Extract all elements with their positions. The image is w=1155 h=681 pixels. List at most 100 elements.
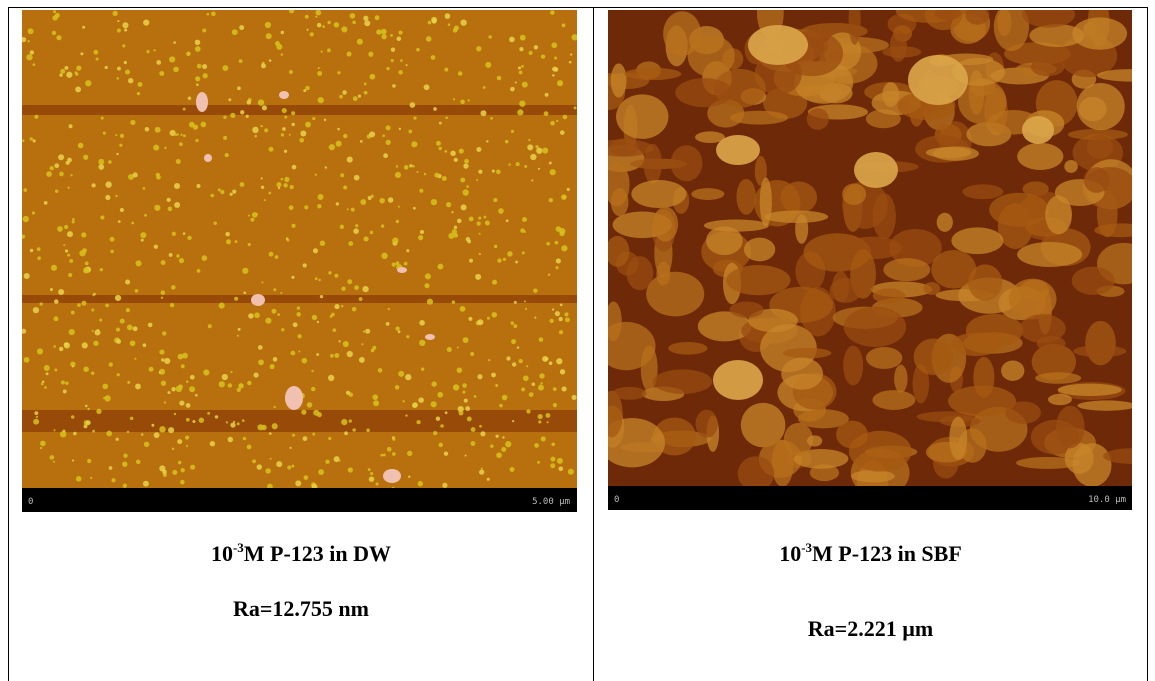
texture	[296, 312, 301, 317]
texture	[807, 108, 829, 130]
texture	[311, 387, 315, 391]
texture	[202, 29, 206, 33]
texture	[55, 190, 58, 193]
texture	[448, 233, 454, 239]
texture	[340, 225, 344, 229]
texture	[351, 208, 355, 212]
texture	[890, 31, 907, 62]
texture	[407, 451, 412, 456]
texture	[1064, 160, 1078, 173]
texture	[240, 110, 244, 114]
texture	[973, 357, 994, 398]
texture	[523, 375, 529, 381]
texture	[368, 468, 371, 471]
texture	[125, 70, 130, 75]
texture	[64, 342, 70, 348]
texture	[117, 20, 119, 22]
texture	[506, 219, 509, 222]
texture	[807, 435, 822, 446]
texture	[82, 248, 87, 253]
texture	[105, 181, 111, 187]
texture	[247, 100, 252, 105]
texture	[341, 287, 345, 291]
texture	[219, 381, 225, 387]
texture	[124, 61, 127, 64]
texture	[364, 91, 368, 95]
texture	[317, 204, 321, 208]
texture	[346, 391, 350, 395]
texture	[1072, 17, 1127, 49]
texture	[148, 323, 153, 328]
texture	[554, 56, 557, 59]
texture	[189, 386, 195, 392]
texture	[353, 228, 359, 234]
texture	[611, 188, 629, 216]
texture	[1031, 58, 1065, 76]
roughness: Ra=12.755 nm	[9, 596, 593, 622]
texture	[53, 316, 58, 321]
texture	[315, 10, 321, 15]
texture	[370, 472, 373, 475]
texture	[317, 321, 319, 323]
texture	[453, 98, 455, 100]
texture	[359, 297, 363, 301]
texture	[275, 255, 279, 259]
texture	[530, 154, 536, 160]
texture	[211, 11, 216, 16]
texture	[509, 37, 515, 43]
texture	[33, 307, 39, 313]
texture	[555, 311, 560, 316]
texture	[69, 329, 75, 335]
texture	[268, 147, 273, 152]
texture	[400, 59, 403, 62]
texture	[40, 441, 46, 447]
texture	[436, 416, 440, 420]
texture	[162, 470, 167, 475]
texture	[287, 239, 290, 242]
texture	[133, 326, 138, 331]
texture	[366, 428, 370, 432]
texture	[409, 164, 412, 167]
texture	[460, 19, 466, 25]
texture	[65, 249, 68, 252]
texture	[478, 217, 481, 220]
texture	[100, 268, 103, 271]
texture	[479, 253, 481, 255]
texture	[442, 176, 447, 181]
texture	[502, 436, 504, 438]
texture	[275, 41, 280, 46]
texture	[33, 139, 36, 142]
texture	[522, 217, 527, 222]
texture	[477, 221, 481, 225]
texture	[190, 465, 195, 470]
texture	[538, 420, 541, 423]
texture	[223, 116, 226, 119]
texture	[281, 133, 284, 136]
texture	[318, 194, 324, 200]
caption-base: 10	[211, 541, 233, 566]
texture	[748, 25, 808, 65]
texture	[50, 455, 55, 460]
texture	[538, 168, 540, 170]
texture	[490, 117, 493, 120]
texture	[312, 315, 317, 320]
texture	[313, 248, 318, 253]
texture	[252, 127, 258, 133]
texture	[232, 190, 236, 194]
texture	[338, 460, 340, 462]
texture	[316, 353, 319, 356]
texture	[354, 285, 359, 290]
texture	[71, 311, 75, 315]
texture	[283, 183, 287, 187]
texture	[72, 365, 74, 367]
texture	[477, 374, 482, 379]
texture	[28, 40, 30, 42]
texture	[137, 92, 140, 95]
texture	[42, 380, 45, 383]
texture	[550, 463, 555, 468]
texture	[135, 260, 141, 266]
texture	[144, 214, 147, 217]
texture	[344, 431, 348, 435]
texture	[333, 328, 337, 332]
texture	[253, 373, 258, 378]
